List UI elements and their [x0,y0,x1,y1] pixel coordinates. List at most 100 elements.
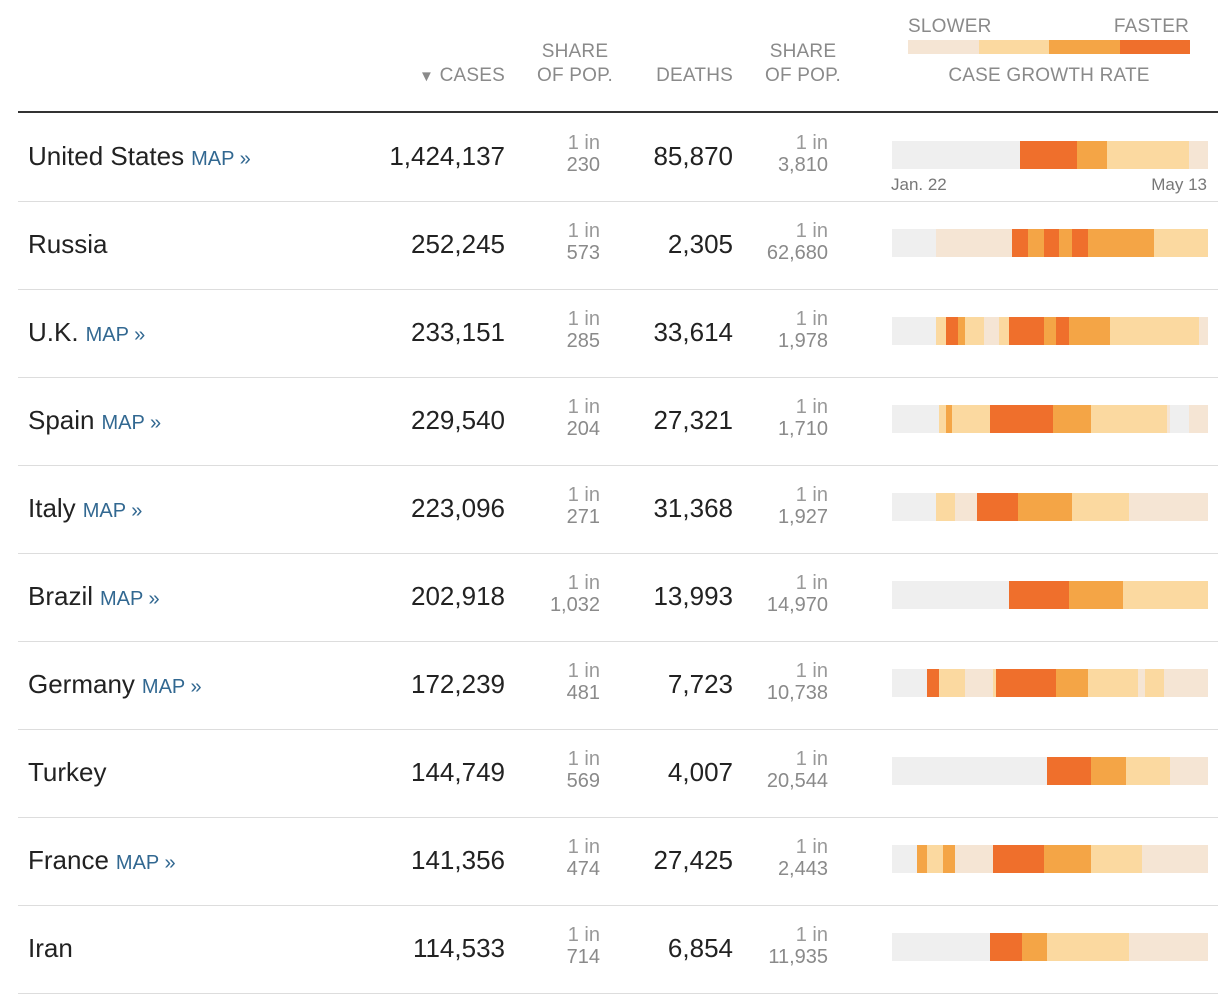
growth-segment [945,405,953,433]
growth-segment [989,933,1023,961]
growth-segment [1154,229,1208,257]
growth-segment [892,757,1048,785]
sort-down-icon: ▼ [419,68,435,85]
header-divider [18,111,1218,113]
growth-segment [1046,933,1130,961]
deaths-share-of-pop: 1 in 11,935 [768,924,828,968]
deaths-value: 27,321 [653,405,733,435]
cases-value: 223,096 [411,493,505,523]
growth-segment [892,493,937,521]
growth-segment [1053,405,1092,433]
cases-share-of-pop: 1 in 573 [566,220,600,264]
country-name: Brazil [28,581,94,611]
legend-swatch-level4 [1119,40,1190,54]
table-row: United States MAP » 1,424,137 1 in 230 85,870… [18,113,1218,202]
country-name: Spain [28,405,95,435]
growth-segment [936,229,1013,257]
cases-value: 229,540 [411,405,505,435]
deaths-value: 85,870 [653,141,733,171]
growth-segment [892,581,1010,609]
country-cell: Germany MAP » [28,669,202,700]
growth-segment [955,845,994,873]
growth-segment [1018,493,1073,521]
deaths-value: 2,305 [667,229,733,259]
table-row: France MAP » 141,356 1 in 474 27,425 1 in 2,443 [18,817,1218,906]
cases-value: 144,749 [411,757,505,787]
growth-segment [1198,317,1208,345]
cases-value: 114,533 [412,933,505,963]
growth-segment [892,669,928,697]
growth-rate-strip [892,405,1208,433]
table-row: Turkey 144,749 1 in 569 4,007 1 in 20,544 [18,729,1218,818]
growth-segment [993,669,997,697]
growth-segment [1122,581,1208,609]
map-link[interactable]: MAP » [101,412,162,434]
country-name: United States [28,141,185,171]
map-link[interactable]: MAP » [191,148,251,170]
table-row: Brazil MAP » 202,918 1 in 1,032 13,993 1 in 14,… [18,553,1218,642]
growth-rate-header: CASE GROWTH RATE [948,65,1150,86]
growth-segment [942,845,956,873]
cases-value: 141,356 [411,845,505,875]
deaths-share-of-pop: 1 in 3,810 [777,132,828,176]
country-name: France [28,845,109,875]
table-row: Iran 114,533 1 in 714 6,854 1 in 11,935 [18,905,1218,994]
growth-rate-strip [892,757,1208,785]
country-cell: United States MAP » [28,141,251,172]
growth-segment [1043,229,1060,257]
growth-segment [999,317,1010,345]
deaths-column-header[interactable]: DEATHS [656,65,733,86]
deaths-share-of-pop: 1 in 1,710 [777,396,828,440]
growth-segment [977,493,1019,521]
deaths-value: 7,723 [667,669,733,699]
growth-segment [1087,669,1139,697]
cases-share-of-pop: 1 in 1,032 [549,572,600,616]
cases-share-of-pop: 1 in 230 [566,132,600,176]
map-link[interactable]: MAP » [141,676,202,698]
table-row: Spain MAP » 229,540 1 in 204 27,321 1 in 1,710 [18,377,1218,466]
deaths-value: 31,368 [653,493,733,523]
growth-segment [1059,229,1073,257]
growth-rate-strip [892,933,1208,961]
growth-segment [945,317,959,345]
growth-segment [1056,317,1070,345]
growth-segment [1125,757,1171,785]
country-cell: Russia [28,229,107,260]
cases-share-of-pop: 1 in 474 [566,836,600,880]
deaths-share-header: SHARE OF POP. [764,41,842,86]
map-link[interactable]: MAP » [82,500,143,522]
growth-segment [1068,317,1111,345]
growth-segment [1076,141,1108,169]
cases-share-of-pop: 1 in 569 [566,748,600,792]
cases-column-header[interactable]: ▼ CASES [419,64,505,89]
map-link[interactable]: MAP » [115,852,176,874]
deaths-share-of-pop: 1 in 20,544 [766,748,828,792]
growth-segment [1056,669,1089,697]
deaths-share-of-pop: 1 in 1,978 [777,308,828,352]
cases-value: 233,151 [411,317,505,347]
deaths-value: 6,854 [667,933,733,963]
growth-segment [939,669,966,697]
growth-segment [964,317,985,345]
axis-end-label: May 13 [1151,175,1207,194]
growth-segment [1043,317,1057,345]
growth-segment [1091,845,1143,873]
country-cell: Iran [28,933,73,964]
growth-segment [1170,757,1208,785]
growth-segment [1129,493,1208,521]
deaths-value: 27,425 [653,845,733,875]
map-link[interactable]: MAP » [85,324,146,346]
growth-segment [1138,669,1146,697]
map-link[interactable]: MAP » [100,588,160,610]
country-name: U.K. [28,317,79,347]
growth-segment [1068,581,1124,609]
cases-share-of-pop: 1 in 481 [566,660,600,704]
growth-segment [926,845,944,873]
cases-share-of-pop: 1 in 271 [566,484,600,528]
cases-share-of-pop: 1 in 204 [566,396,600,440]
cases-value: 202,918 [411,581,505,611]
growth-segment [996,669,1057,697]
country-name: Turkey [28,757,107,787]
deaths-share-of-pop: 1 in 14,970 [766,572,828,616]
growth-segment [936,317,947,345]
